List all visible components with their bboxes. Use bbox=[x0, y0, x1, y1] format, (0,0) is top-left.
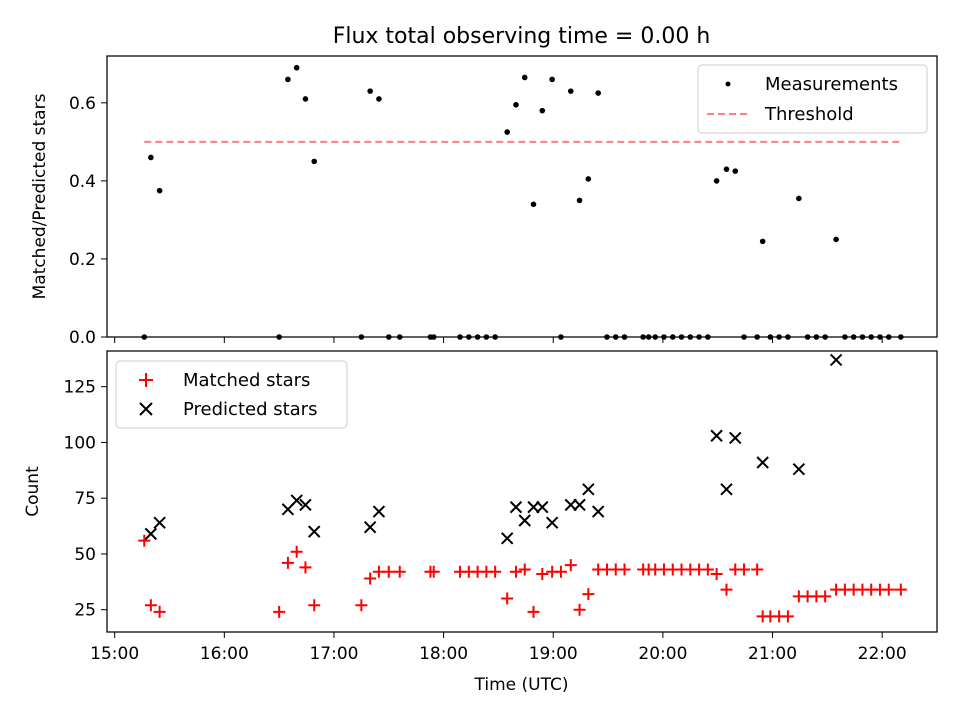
legend-threshold-label: Threshold bbox=[764, 104, 854, 125]
x-tick-label: 19:00 bbox=[529, 644, 578, 664]
bottom-y-tick-label: 75 bbox=[74, 489, 96, 509]
x-tick-label: 16:00 bbox=[200, 644, 249, 664]
top-legend: Measurements Threshold bbox=[698, 65, 927, 133]
chart-title: Flux total observing time = 0.00 h bbox=[333, 24, 711, 49]
measurement-point bbox=[513, 102, 519, 108]
measurement-point bbox=[531, 202, 537, 208]
top-y-tick-label: 0.0 bbox=[69, 328, 96, 348]
measurement-point bbox=[303, 96, 309, 102]
measurement-point bbox=[522, 75, 528, 81]
measurement-point bbox=[376, 96, 382, 102]
measurement-point bbox=[504, 129, 510, 135]
bottom-legend: Matched stars Predicted stars bbox=[116, 361, 347, 428]
measurement-point bbox=[285, 77, 291, 83]
measurement-point bbox=[732, 168, 738, 174]
measurement-point bbox=[796, 196, 802, 202]
measurement-point bbox=[568, 88, 574, 94]
legend-matched-label: Matched stars bbox=[183, 370, 310, 391]
top-y-axis-label: Matched/Predicted stars bbox=[30, 93, 50, 299]
x-axis-label: Time (UTC) bbox=[474, 675, 569, 695]
measurement-point bbox=[148, 155, 154, 161]
bottom-y-tick-label: 125 bbox=[64, 378, 96, 398]
measurement-point bbox=[577, 198, 583, 204]
legend-predicted-label: Predicted stars bbox=[183, 399, 317, 420]
x-tick-label: 18:00 bbox=[419, 644, 468, 664]
measurement-point bbox=[294, 65, 300, 71]
legend-measurements-marker bbox=[726, 82, 731, 87]
measurement-point bbox=[760, 239, 766, 245]
measurement-point bbox=[311, 159, 317, 165]
x-tick-label: 20:00 bbox=[638, 644, 687, 664]
measurement-point bbox=[539, 108, 545, 114]
figure: Flux total observing time = 0.00 h 0.0 0.… bbox=[0, 0, 960, 720]
legend-measurements-label: Measurements bbox=[765, 74, 898, 95]
measurement-point bbox=[586, 176, 592, 182]
top-y-tick-label: 0.4 bbox=[69, 172, 96, 192]
measurement-point bbox=[724, 166, 730, 172]
bottom-y-tick-label: 25 bbox=[74, 601, 96, 621]
measurement-point bbox=[157, 188, 163, 194]
bottom-y-axis-label: Count bbox=[23, 466, 43, 517]
bottom-y-tick-label: 50 bbox=[74, 545, 96, 565]
x-tick-label: 22:00 bbox=[858, 644, 907, 664]
measurement-point bbox=[714, 178, 720, 184]
measurement-point bbox=[595, 90, 601, 96]
measurement-point bbox=[367, 88, 373, 94]
x-tick-label: 21:00 bbox=[748, 644, 797, 664]
top-y-tick-label: 0.2 bbox=[69, 250, 96, 270]
x-tick-label: 15:00 bbox=[90, 644, 139, 664]
measurement-point bbox=[833, 237, 839, 243]
top-y-tick-label: 0.6 bbox=[69, 94, 96, 114]
bottom-y-tick-label: 100 bbox=[64, 433, 96, 453]
measurement-point bbox=[549, 77, 555, 83]
x-tick-label: 17:00 bbox=[309, 644, 358, 664]
